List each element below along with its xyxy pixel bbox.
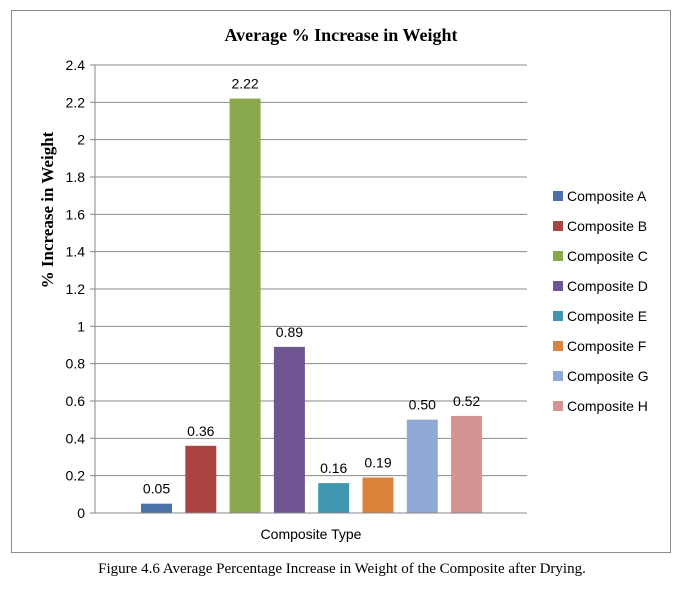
legend-swatch bbox=[553, 311, 563, 321]
data-label: 0.19 bbox=[364, 455, 391, 471]
legend-swatch bbox=[553, 251, 563, 261]
legend-label: Composite F bbox=[567, 338, 646, 354]
legend-swatch bbox=[553, 191, 563, 201]
data-label: 0.52 bbox=[453, 393, 480, 409]
y-tick-label: 0.4 bbox=[66, 430, 86, 446]
data-label: 0.89 bbox=[276, 324, 303, 340]
bar-composite-a bbox=[141, 503, 172, 513]
legend-swatch bbox=[553, 341, 563, 351]
bar-composite-f bbox=[362, 477, 394, 513]
data-label: 0.16 bbox=[320, 460, 347, 476]
bars bbox=[141, 98, 483, 513]
bar-composite-d bbox=[273, 346, 305, 513]
y-tick-label: 1 bbox=[77, 318, 85, 334]
y-tick-label: 1.8 bbox=[66, 169, 86, 185]
y-tick-label: 1.4 bbox=[66, 244, 86, 260]
legend-label: Composite G bbox=[567, 368, 649, 384]
data-label: 0.05 bbox=[143, 481, 170, 497]
legend-label: Composite C bbox=[567, 248, 648, 264]
y-tick-label: 0.8 bbox=[66, 356, 86, 372]
legend-label: Composite B bbox=[567, 218, 647, 234]
y-tick-label: 0.6 bbox=[66, 393, 86, 409]
y-axis-label: % Increase in Weight bbox=[38, 131, 57, 288]
y-tick-label: 2.2 bbox=[66, 94, 86, 110]
data-label: 0.36 bbox=[187, 423, 214, 439]
legend-label: Composite A bbox=[567, 188, 647, 204]
legend-swatch bbox=[553, 221, 563, 231]
legend-label: Composite H bbox=[567, 398, 648, 414]
y-tick-label: 0 bbox=[77, 505, 85, 521]
data-label: 0.50 bbox=[409, 397, 436, 413]
legend-swatch bbox=[553, 401, 563, 411]
legend-label: Composite D bbox=[567, 278, 648, 294]
bar-chart: 00.20.40.60.811.21.41.61.822.22.4 0.050.… bbox=[38, 25, 649, 542]
y-tick-label: 1.6 bbox=[66, 206, 86, 222]
y-tick-label: 2.4 bbox=[66, 57, 86, 73]
data-label: 2.22 bbox=[231, 76, 258, 92]
bar-composite-b bbox=[185, 445, 217, 513]
bar-composite-g bbox=[406, 419, 438, 513]
x-axis-label: Composite Type bbox=[261, 526, 362, 542]
legend-swatch bbox=[553, 371, 563, 381]
y-tick-labels: 0 0.2 0.4 0.6 0.8 1 1.2 1.4 1.6 1.8 2 2.2 2.4 bbox=[66, 57, 86, 521]
legend-swatch bbox=[553, 281, 563, 291]
legend-label: Composite E bbox=[567, 308, 647, 324]
chart-title: Average % Increase in Weight bbox=[225, 25, 458, 45]
bar-composite-h bbox=[451, 415, 483, 513]
y-tick-label: 1.2 bbox=[66, 281, 86, 297]
legend: Composite A Composite B Composite C Composi… bbox=[553, 188, 649, 414]
y-tick-label: 0.2 bbox=[66, 468, 86, 484]
figure-caption: Figure 4.6 Average Percentage Increase i… bbox=[98, 561, 586, 577]
data-labels: 0.05 0.36 2.22 0.89 0.16 0.19 0.50 0.52 bbox=[143, 76, 481, 497]
y-tick-label: 2 bbox=[77, 132, 85, 148]
gridlines bbox=[90, 64, 527, 514]
bar-composite-e bbox=[318, 483, 350, 513]
bar-composite-c bbox=[229, 98, 261, 513]
